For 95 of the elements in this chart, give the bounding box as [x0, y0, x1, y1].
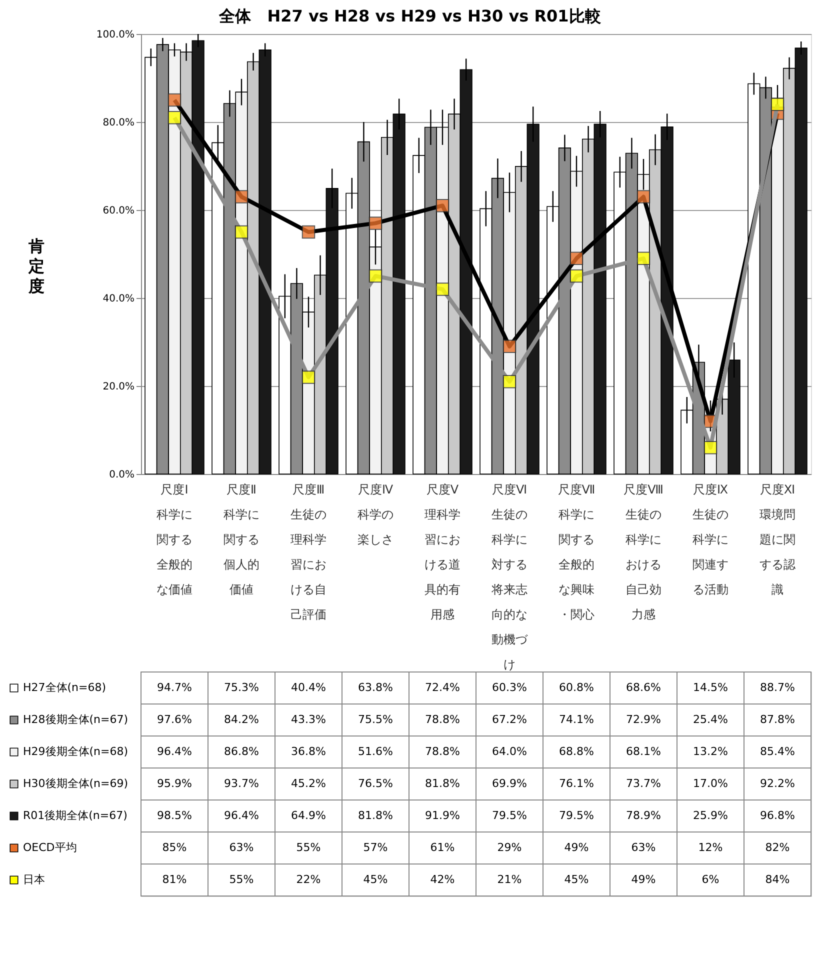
legend-label: H29後期全体(n=68) [23, 745, 128, 758]
y-tick-label: 60.0% [102, 206, 134, 216]
data-label: 60.3% [492, 681, 527, 694]
x-tick-label: 尺度Ⅳ科学の楽しさ [358, 482, 394, 546]
data-label: 68.8% [559, 745, 594, 758]
y-tick-label: 100.0% [96, 30, 134, 40]
data-label: 12% [698, 841, 723, 854]
legend-label: H30後期全体(n=69) [23, 777, 128, 790]
data-label: 21% [497, 873, 522, 886]
data-label: 14.5% [693, 681, 728, 694]
legend-label: R01後期全体(n=67) [23, 809, 128, 822]
data-label: 76.1% [559, 777, 594, 790]
data-label: 93.7% [224, 777, 259, 790]
y-tick-label: 0.0% [109, 470, 134, 480]
data-label: 29% [497, 841, 522, 854]
data-label: 81.8% [425, 777, 460, 790]
data-label: 22% [296, 873, 321, 886]
data-label: 45% [564, 873, 589, 886]
x-tick-label: 尺度Ⅵ生徒の科学に対する将来志向的な動機づけ [490, 482, 528, 672]
x-tick-label: 尺度Ⅱ科学に関する個人的価値 [224, 482, 260, 596]
data-label: 63% [229, 841, 254, 854]
data-label: 79.5% [559, 809, 594, 822]
data-label: 72.4% [425, 681, 460, 694]
data-label: 61% [430, 841, 455, 854]
data-label: 45% [363, 873, 388, 886]
data-label: 91.9% [425, 809, 460, 822]
data-label: 57% [363, 841, 388, 854]
data-label: 78.8% [425, 745, 460, 758]
data-label: 88.7% [760, 681, 795, 694]
data-label: 96.8% [760, 809, 795, 822]
data-label: 69.9% [492, 777, 527, 790]
x-tick-label: 尺度Ⅲ生徒の理科学習における自己評価 [290, 482, 326, 622]
x-tick-label: 尺度Ⅰ科学に関する全般的な価値 [156, 482, 192, 596]
data-label: 43.3% [291, 713, 326, 726]
data-label: 68.1% [626, 745, 661, 758]
data-label: 36.8% [291, 745, 326, 758]
data-label: 63.8% [358, 681, 393, 694]
data-label: 17.0% [693, 777, 728, 790]
data-label: 64.9% [291, 809, 326, 822]
data-label: 97.6% [157, 713, 192, 726]
x-tick-label: 尺度Ⅴ理科学習における道具的有用感 [424, 482, 460, 622]
y-tick-label: 40.0% [102, 294, 134, 304]
data-label: 86.8% [224, 745, 259, 758]
data-label: 73.7% [626, 777, 661, 790]
data-label: 74.1% [559, 713, 594, 726]
y-tick-label: 20.0% [102, 382, 134, 392]
data-label: 75.3% [224, 681, 259, 694]
legend-label: OECD平均 [23, 841, 77, 854]
data-label: 68.6% [626, 681, 661, 694]
y-tick-label: 80.0% [102, 118, 134, 128]
data-label: 25.9% [693, 809, 728, 822]
data-label: 81.8% [358, 809, 393, 822]
data-label: 76.5% [358, 777, 393, 790]
data-label: 85.4% [760, 745, 795, 758]
x-tick-label: 尺度Ⅶ科学に関する全般的な興味・関心 [558, 482, 596, 622]
data-label: 78.9% [626, 809, 661, 822]
data-label: 67.2% [492, 713, 527, 726]
data-label: 98.5% [157, 809, 192, 822]
data-label: 92.2% [760, 777, 795, 790]
legend-label: H27全体(n=68) [23, 681, 106, 694]
data-label: 96.4% [224, 809, 259, 822]
x-tick-label: 尺度Ⅸ生徒の科学に関連する活動 [692, 482, 728, 596]
x-tick-label: 尺度Ⅷ生徒の科学における自己効力感 [624, 482, 664, 622]
data-label: 82% [765, 841, 790, 854]
data-label: 84.2% [224, 713, 259, 726]
data-label: 64.0% [492, 745, 527, 758]
data-label: 72.9% [626, 713, 661, 726]
chart-title: 全体 H27 vs H28 vs H29 vs H30 vs R01比較 [218, 6, 602, 26]
legend-label: 日本 [23, 873, 45, 886]
data-label: 96.4% [157, 745, 192, 758]
legend-label: H28後期全体(n=67) [23, 713, 128, 726]
data-label: 6% [702, 873, 720, 886]
data-label: 94.7% [157, 681, 192, 694]
data-label: 13.2% [693, 745, 728, 758]
data-label: 75.5% [358, 713, 393, 726]
x-tick-label: 尺度Ⅺ環境問題に関する認識 [760, 482, 796, 596]
data-label: 55% [229, 873, 254, 886]
data-label: 55% [296, 841, 321, 854]
data-label: 49% [564, 841, 589, 854]
data-label: 79.5% [492, 809, 527, 822]
data-label: 25.4% [693, 713, 728, 726]
data-label: 40.4% [291, 681, 326, 694]
data-label: 84% [765, 873, 790, 886]
y-axis-title: 肯定度 [27, 236, 44, 296]
data-label: 45.2% [291, 777, 326, 790]
data-label: 85% [162, 841, 187, 854]
data-label: 63% [631, 841, 656, 854]
data-label: 51.6% [358, 745, 393, 758]
data-label: 60.8% [559, 681, 594, 694]
data-label: 87.8% [760, 713, 795, 726]
data-label: 81% [162, 873, 187, 886]
data-label: 42% [430, 873, 455, 886]
data-label: 95.9% [157, 777, 192, 790]
data-label: 49% [631, 873, 656, 886]
data-label: 78.8% [425, 713, 460, 726]
